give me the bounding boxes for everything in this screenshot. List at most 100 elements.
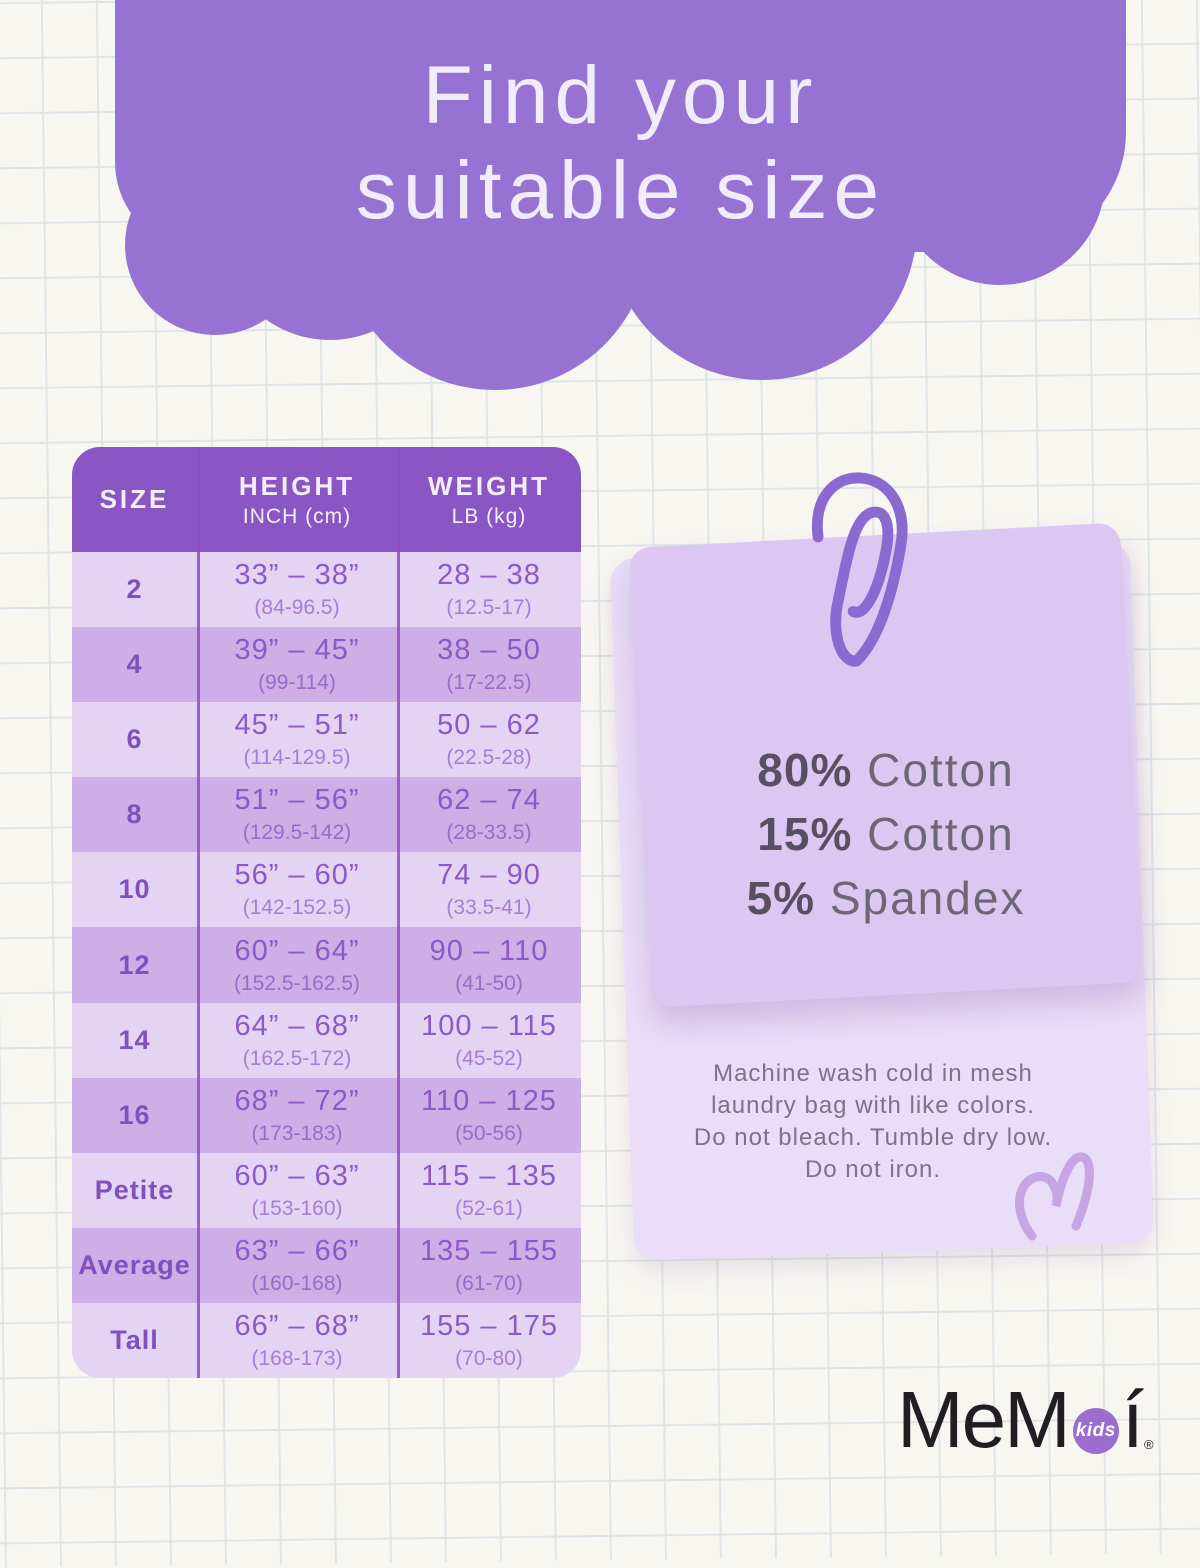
composition-material: Cotton: [867, 744, 1015, 796]
weight-lb: 135 – 155: [419, 1234, 558, 1267]
weight-lb: 155 – 175: [419, 1309, 558, 1342]
height-inches: 51” – 56”: [234, 784, 360, 817]
cloud-shape: [895, 75, 1105, 285]
size-table: SIZE HEIGHT INCH (cm) WEIGHT LB (kg) 2 3…: [72, 447, 581, 1378]
height-cell: 33” – 38” (84-96.5): [197, 559, 397, 620]
size-value: 6: [126, 724, 143, 755]
height-cm: (160-168): [251, 1271, 343, 1295]
weight-cell: 38 – 50 (17-22.5): [397, 634, 581, 695]
size-value: 10: [118, 874, 151, 905]
height-cell: 60” – 63” (153-160): [197, 1160, 397, 1221]
weight-kg: (45-52): [455, 1046, 523, 1070]
height-inches: 39” – 45”: [234, 634, 360, 667]
weight-kg: (41-50): [455, 971, 523, 995]
table-row: Tall 66” – 68” (168-173) 155 – 175 (70-8…: [72, 1302, 581, 1378]
height-cm: (84-96.5): [254, 596, 340, 620]
weight-cell: 135 – 155 (61-70): [397, 1235, 581, 1296]
height-cell: 45” – 51” (114-129.5): [197, 709, 397, 770]
paperclip-icon: [811, 472, 908, 667]
height-cm: (173-183): [251, 1121, 343, 1145]
registered-mark: ®: [1144, 1437, 1154, 1452]
page-title: Find your suitable size: [115, 48, 1126, 238]
size-cell: 8: [72, 799, 197, 830]
logo-kids-label: kids: [1075, 1420, 1116, 1441]
height-cell: 66” – 68” (168-173): [197, 1310, 397, 1371]
weight-lb: 38 – 50: [437, 634, 541, 667]
table-header: SIZE HEIGHT INCH (cm) WEIGHT LB (kg): [72, 447, 581, 552]
header-weight: WEIGHT LB (kg): [397, 471, 581, 529]
height-inches: 60” – 63”: [234, 1159, 360, 1192]
size-value: Average: [78, 1249, 191, 1280]
height-cell: 64” – 68” (162.5-172): [197, 1010, 397, 1071]
composition-material: Spandex: [829, 872, 1026, 924]
size-cell: Average: [72, 1250, 197, 1281]
composition-percent: 15%: [757, 808, 853, 860]
table-row: 12 60” – 64” (152.5-162.5) 90 – 110 (41-…: [72, 927, 581, 1003]
table-row: 4 39” – 45” (99-114) 38 – 50 (17-22.5): [72, 627, 581, 703]
header-size-label: SIZE: [99, 484, 170, 514]
page-title-line1: Find your: [422, 50, 819, 141]
height-cell: 60” – 64” (152.5-162.5): [197, 935, 397, 996]
weight-lb: 50 – 62: [437, 709, 541, 742]
size-cell: 12: [72, 950, 197, 981]
weight-lb: 28 – 38: [437, 559, 541, 592]
weight-kg: (50-56): [455, 1121, 523, 1145]
table-row: 6 45” – 51” (114-129.5) 50 – 62 (22.5-28…: [72, 702, 581, 778]
weight-cell: 90 – 110 (41-50): [397, 935, 581, 996]
weight-cell: 155 – 175 (70-80): [397, 1310, 581, 1371]
column-divider: [397, 447, 400, 1378]
table-row: 14 64” – 68” (162.5-172) 100 – 115 (45-5…: [72, 1002, 581, 1078]
height-inches: 66” – 68”: [234, 1309, 360, 1342]
height-inches: 64” – 68”: [234, 1009, 360, 1042]
heart-doodle-icon: [1015, 1152, 1094, 1241]
table-row: Average 63” – 66” (160-168) 135 – 155 (6…: [72, 1227, 581, 1303]
weight-kg: (52-61): [455, 1196, 523, 1220]
weight-cell: 62 – 74 (28-33.5): [397, 784, 581, 845]
care-instructions: Machine wash cold in mesh laundry bag wi…: [633, 1058, 1113, 1186]
height-inches: 68” – 72”: [234, 1084, 360, 1117]
size-cell: 14: [72, 1025, 197, 1056]
care-line: Do not iron.: [804, 1156, 942, 1183]
header-weight-label: WEIGHT: [428, 470, 550, 501]
weight-kg: (22.5-28): [446, 746, 532, 770]
size-value: 16: [118, 1099, 151, 1130]
height-cm: (114-129.5): [243, 746, 351, 770]
height-cm: (99-114): [258, 671, 336, 695]
height-cm: (152.5-162.5): [233, 971, 361, 995]
weight-cell: 115 – 135 (52-61): [397, 1160, 581, 1221]
header-weight-unit: LB (kg): [451, 504, 527, 528]
header-size: SIZE: [72, 484, 197, 515]
weight-cell: 110 – 125 (50-56): [397, 1085, 581, 1146]
size-value: 2: [126, 574, 143, 605]
logo-text-mem: MeM: [897, 1375, 1071, 1464]
header-height: HEIGHT INCH (cm): [197, 471, 397, 529]
table-row: 8 51” – 56” (129.5-142) 62 – 74 (28-33.5…: [72, 777, 581, 853]
height-cm: (153-160): [251, 1196, 343, 1220]
logo-kids-badge: kids: [1072, 1408, 1119, 1454]
size-value: Tall: [110, 1324, 159, 1355]
weight-lb: 74 – 90: [437, 859, 541, 892]
weight-lb: 100 – 115: [421, 1009, 557, 1042]
height-cm: (162.5-172): [242, 1046, 352, 1070]
weight-kg: (17-22.5): [446, 671, 532, 695]
table-body: 2 33” – 38” (84-96.5) 28 – 38 (12.5-17) …: [72, 552, 581, 1378]
size-value: 12: [118, 949, 151, 980]
size-value: 4: [126, 649, 143, 680]
size-cell: 10: [72, 874, 197, 905]
composition-line: 80% Cotton: [640, 738, 1132, 802]
care-line: Machine wash cold in mesh: [713, 1060, 1033, 1087]
weight-cell: 74 – 90 (33.5-41): [397, 859, 581, 920]
weight-kg: (12.5-17): [446, 596, 532, 620]
page-title-line2: suitable size: [355, 145, 886, 236]
height-cell: 39” – 45” (99-114): [197, 634, 397, 695]
height-cell: 68” – 72” (173-183): [197, 1085, 397, 1146]
weight-lb: 90 – 110: [429, 934, 549, 967]
weight-kg: (33.5-41): [446, 896, 532, 920]
weight-lb: 62 – 74: [437, 784, 541, 817]
care-line: Do not bleach. Tumble dry low.: [693, 1124, 1053, 1151]
composition-percent: 80%: [757, 744, 853, 796]
size-cell: Petite: [72, 1175, 197, 1206]
cloud-shape: [340, 80, 650, 390]
care-line: laundry bag with like colors.: [711, 1092, 1035, 1119]
height-cm: (168-173): [251, 1346, 343, 1370]
